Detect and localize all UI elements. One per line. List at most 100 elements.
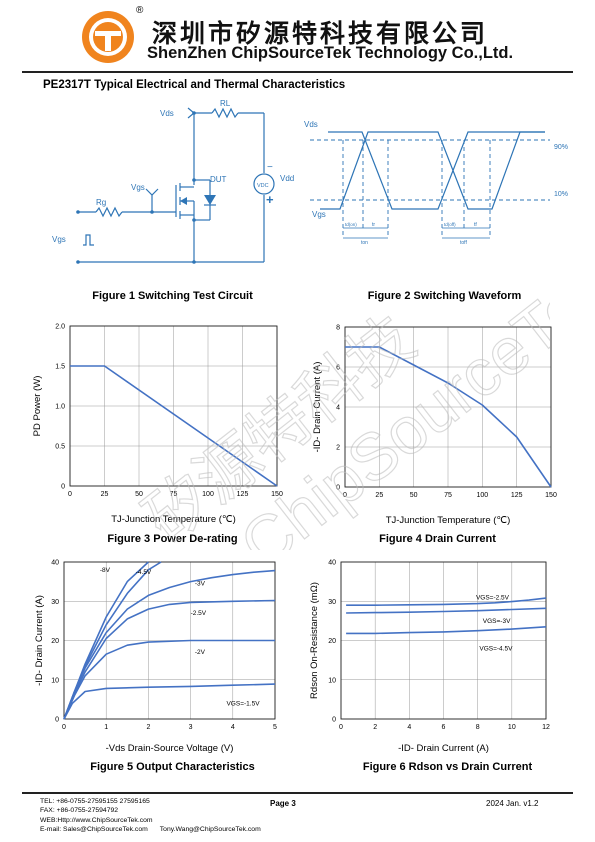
x-tick-label: 0 (339, 724, 343, 731)
series-label: -2V (195, 649, 206, 656)
x-tick-label: 100 (476, 492, 488, 499)
y-tick-label: 10 (328, 677, 336, 684)
series-label: VGS=-3V (483, 618, 511, 625)
svg-text:Vds: Vds (304, 120, 318, 129)
header-divider (22, 71, 573, 73)
svg-text:90%: 90% (554, 144, 568, 151)
x-tick-label: 3 (189, 724, 193, 731)
x-axis-label: TJ-Junction Temperature (℃) (111, 514, 236, 525)
x-tick-label: 150 (545, 492, 557, 499)
svg-text:+: + (266, 192, 274, 207)
x-tick-label: 2 (146, 724, 150, 731)
x-tick-label: 125 (237, 491, 249, 498)
footer-contact: TEL: +86-0755-27595155 27595165 FAX: +86… (40, 797, 261, 835)
registered-mark: ® (136, 5, 144, 16)
y-tick-label: 40 (51, 560, 59, 567)
series-line (346, 597, 547, 607)
x-axis-label: -ID- Drain Current (A) (398, 743, 489, 754)
x-axis-label: TJ-Junction Temperature (℃) (386, 515, 511, 526)
x-tick-label: 150 (271, 491, 283, 498)
y-axis-label: PD Power (W) (32, 376, 43, 437)
x-tick-label: 2 (373, 724, 377, 731)
svg-text:Rg: Rg (96, 198, 106, 207)
svg-text:10%: 10% (554, 191, 568, 198)
footer-web[interactable]: WEB:Http://www.ChipSourceTek.com (40, 816, 153, 824)
series-label: -2.5V (191, 610, 207, 617)
series-line (63, 569, 276, 720)
svg-text:RL: RL (220, 99, 231, 108)
y-tick-label: 0 (336, 485, 340, 492)
y-axis-label: Rdson On-Resistance (mΩ) (309, 582, 320, 699)
footer-email-2[interactable]: Tony.Wang@ChipSourceTek.com (159, 826, 261, 834)
y-tick-label: 0 (55, 717, 59, 724)
svg-text:tf: tf (474, 222, 477, 228)
y-tick-label: 0 (61, 484, 65, 491)
x-axis-label: -Vds Drain-Source Voltage (V) (106, 743, 234, 754)
figure-1-caption: Figure 1 Switching Test Circuit (92, 290, 253, 302)
company-name-cn: 深圳市矽源特科技有限公司 (152, 19, 489, 48)
y-tick-label: 20 (328, 638, 336, 645)
y-tick-label: 0.5 (55, 444, 65, 451)
y-tick-label: 30 (328, 599, 336, 606)
series-line (63, 683, 276, 720)
y-axis-label: -ID- Drain Current (A) (312, 362, 323, 453)
svg-text:DUT: DUT (210, 175, 227, 184)
figure-6-caption: Figure 6 Rdson vs Drain Current (362, 761, 533, 773)
x-tick-label: 25 (375, 492, 383, 499)
figure-3-caption: Figure 3 Power De-rating (107, 533, 238, 545)
figure-5-caption: Figure 5 Output Characteristics (90, 761, 255, 773)
x-tick-label: 6 (442, 724, 446, 731)
rdson-chart: 0 2 4 6 8 10 12 0 10 20 30 40 -ID- Drain Current (A)… (309, 560, 550, 755)
footer-email[interactable]: E-mail: Sales@ChipSourceTek.com (40, 826, 148, 834)
svg-text:td(off): td(off) (444, 222, 456, 227)
y-tick-label: 30 (51, 599, 59, 606)
power-derating-chart: 0 25 50 75 100 125 150 0 0.5 1.0 1.5 2.0 TJ-Junction… (32, 324, 283, 526)
x-tick-label: 4 (407, 724, 411, 731)
figure-2-caption: Figure 2 Switching Waveform (367, 290, 522, 302)
x-tick-label: 8 (476, 724, 480, 731)
svg-text:tr: tr (372, 222, 375, 228)
series-line (346, 607, 547, 614)
company-logo (78, 7, 140, 65)
series-line (346, 626, 547, 635)
y-tick-label: 20 (51, 638, 59, 645)
page-title: PE2317T Typical Electrical and Thermal C… (43, 79, 346, 91)
y-tick-label: 2 (336, 445, 340, 452)
page-number: Page 3 (270, 799, 296, 808)
series-label: VGS=-2.5V (476, 594, 510, 601)
x-tick-label: 50 (410, 492, 418, 499)
y-tick-label: 6 (336, 365, 340, 372)
switching-test-circuit: Vds RL DUT Vgs Rg Vgs VDC Vdd − + (52, 99, 294, 264)
x-tick-label: 0 (62, 724, 66, 731)
x-tick-label: 5 (273, 724, 277, 731)
switching-waveform: Vds Vgs 90% 10% td(on) tr ton td(off) tf… (304, 120, 568, 246)
series-line (345, 346, 552, 488)
series-label: -4.5V (136, 569, 152, 576)
svg-text:toff: toff (460, 240, 467, 246)
plot-frame (69, 325, 278, 487)
footer-fax: FAX: +86-0755-27594792 (40, 807, 119, 815)
series-label: VGS=-1.5V (226, 700, 260, 707)
series-label: VGS=-4.5V (479, 645, 513, 652)
y-axis-label: -ID- Drain Current (A) (34, 595, 45, 686)
company-name-en: ShenZhen ChipSourceTek Technology Co.,Lt… (147, 44, 514, 62)
svg-text:VDC: VDC (257, 183, 269, 189)
svg-text:td(on): td(on) (345, 222, 357, 227)
x-tick-label: 0 (343, 492, 347, 499)
x-tick-label: 10 (508, 724, 516, 731)
svg-text:ton: ton (361, 240, 368, 246)
x-tick-label: 4 (231, 724, 235, 731)
y-tick-label: 0 (332, 717, 336, 724)
x-tick-label: 100 (202, 491, 214, 498)
x-tick-label: 12 (542, 724, 550, 731)
svg-text:Vdd: Vdd (280, 174, 294, 183)
doc-version: 2024 Jan. v1.2 (486, 799, 539, 808)
series-line (70, 365, 278, 487)
y-tick-label: 4 (336, 405, 340, 412)
plot-frame (340, 561, 547, 720)
y-tick-label: 40 (328, 560, 336, 567)
series-line (63, 639, 275, 720)
x-tick-label: 125 (511, 492, 523, 499)
series-label: -3V (195, 581, 206, 588)
figure-4-caption: Figure 4 Drain Current (379, 533, 496, 545)
